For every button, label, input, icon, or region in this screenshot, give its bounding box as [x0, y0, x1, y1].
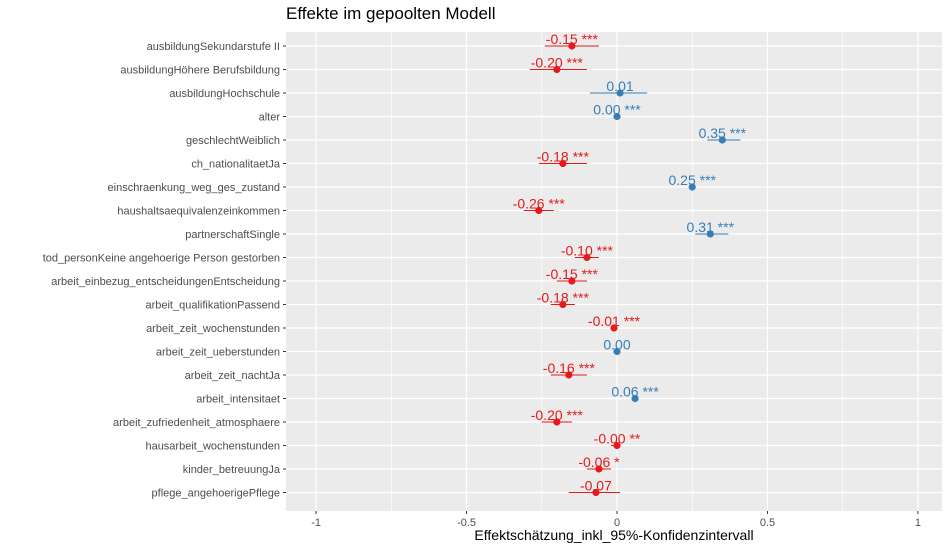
grid-lines — [286, 32, 942, 511]
data-label: -0.18 *** — [537, 290, 590, 306]
data-label: -0.16 *** — [543, 360, 596, 376]
data-label: -0.18 *** — [537, 149, 590, 165]
data-label: -0.01 *** — [588, 313, 641, 329]
y-tick-label: arbeit_intensitaet — [196, 394, 280, 406]
point-estimate — [568, 277, 576, 285]
plot-panel — [286, 32, 942, 511]
y-tick-label: arbeit_qualifikationPassend — [145, 300, 280, 312]
data-label: 0.00 — [603, 337, 630, 353]
y-tick-label: kinder_betreuungJa — [183, 464, 281, 476]
y-tick-label: arbeit_zufriedenheit_atmosphaere — [113, 417, 280, 429]
data-label: -0.06 * — [578, 454, 620, 470]
y-tick-label: ausbildungHöhere Berufsbildung — [120, 65, 280, 77]
point-estimate — [565, 371, 573, 379]
point-estimate — [595, 465, 603, 473]
point-estimate — [592, 488, 600, 497]
point-estimate — [616, 89, 624, 97]
y-tick-label: ausbildungHochschule — [169, 88, 280, 100]
data-label: 0.25 *** — [668, 172, 716, 188]
point-estimate — [610, 324, 618, 332]
data-label: -0.20 *** — [531, 407, 584, 423]
x-axis: -1 -0.5 0 0.5 1 — [311, 511, 921, 529]
x-axis-label: Effektschätzung_inkl_95%-Konfidenzinterv… — [474, 527, 754, 543]
x-tick-label: 0 — [614, 517, 620, 529]
point-estimate — [613, 112, 621, 121]
point-estimate — [718, 136, 726, 144]
y-tick-label: hausarbeit_wochenstunden — [145, 441, 280, 453]
point-estimate — [568, 42, 576, 50]
y-tick-label: arbeit_zeit_wochenstunden — [146, 323, 280, 335]
y-axis: ausbildungSekundarstufe II ausbildungHöhe… — [43, 41, 286, 500]
data-label: -0.20 *** — [531, 55, 584, 71]
x-tick-label: 0.5 — [760, 517, 775, 529]
y-tick-label: arbeit_zeit_nachtJa — [185, 370, 281, 382]
point-estimate — [553, 418, 561, 426]
y-tick-label: partnerschaftSingle — [185, 229, 280, 241]
data-label: -0.26 *** — [513, 196, 566, 212]
data-label: 0.35 *** — [699, 125, 747, 141]
y-tick-label: alter — [259, 112, 281, 124]
y-tick-label: arbeit_einbezug_entscheidungenEntscheidu… — [51, 276, 280, 288]
point-estimate — [535, 206, 543, 215]
data-label: -0.07 — [580, 478, 612, 494]
data-marks: -0.15 *** -0.20 *** 0.01 0.00 *** 0.35 *** -0… — [513, 31, 747, 497]
data-label: -0.15 *** — [546, 31, 599, 47]
y-tick-label: pflege_angehoerigePflege — [152, 488, 280, 500]
y-tick-label: ch_nationalitaetJa — [191, 159, 281, 171]
point-estimate — [583, 253, 591, 262]
point-estimate — [559, 300, 567, 309]
chart-title: Effekte im gepoolten Modell — [286, 4, 496, 23]
point-estimate — [559, 159, 567, 168]
x-tick-label: 1 — [915, 517, 921, 529]
point-estimate — [706, 230, 714, 238]
x-tick-label: -0.5 — [457, 517, 476, 529]
y-tick-label: tod_personKeine angehoerige Person gesto… — [43, 253, 280, 265]
data-label: -0.10 *** — [561, 243, 614, 259]
point-estimate — [688, 183, 696, 191]
point-estimate — [613, 441, 621, 450]
x-tick-label: -1 — [311, 517, 321, 529]
point-estimate — [553, 65, 561, 74]
point-estimate — [631, 394, 639, 403]
point-estimate — [613, 347, 621, 356]
data-label: -0.00 ** — [594, 431, 641, 447]
y-tick-label: arbeit_zeit_ueberstunden — [156, 347, 280, 359]
y-tick-label: ausbildungSekundarstufe II — [147, 41, 280, 53]
y-tick-label: haushaltsaequivalenzeinkommen — [117, 206, 280, 218]
data-label: 0.06 *** — [611, 384, 659, 400]
y-tick-label: einschraenkung_weg_ges_zustand — [108, 182, 280, 194]
data-label: 0.00 *** — [593, 102, 641, 118]
data-label: 0.31 *** — [687, 219, 735, 235]
y-tick-label: geschlechtWeiblich — [186, 135, 280, 147]
data-label: -0.15 *** — [546, 266, 599, 282]
data-label: 0.01 — [606, 78, 633, 94]
